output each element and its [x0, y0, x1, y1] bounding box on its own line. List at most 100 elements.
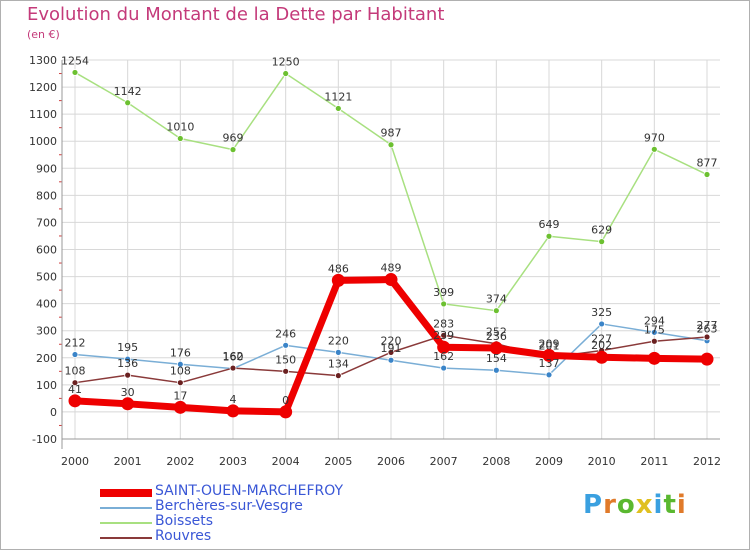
data-point [650, 337, 658, 345]
data-label: 489 [381, 262, 402, 275]
data-point [492, 307, 500, 315]
x-tick-label: 2010 [588, 455, 616, 468]
data-point [173, 400, 187, 414]
data-point [334, 348, 342, 356]
data-point [226, 404, 240, 418]
data-point [124, 99, 132, 107]
data-label: 162 [433, 350, 454, 363]
data-point [492, 366, 500, 374]
data-point [700, 352, 714, 366]
data-point [489, 341, 503, 355]
data-label: 191 [381, 342, 402, 355]
x-tick-label: 2012 [693, 455, 721, 468]
chart-title: Evolution du Montant de la Dette par Hab… [27, 4, 445, 25]
data-label: 629 [591, 224, 612, 237]
data-label: 1254 [61, 54, 89, 67]
data-point [440, 364, 448, 372]
data-label: 220 [328, 334, 349, 347]
data-label: 4 [230, 393, 237, 406]
data-label: 987 [381, 127, 402, 140]
x-tick-label: 2009 [535, 455, 563, 468]
data-point [124, 355, 132, 363]
legend-label: Berchères-sur-Vesgre [155, 498, 303, 514]
legend-swatch [100, 489, 152, 497]
x-tick-label: 2011 [640, 455, 668, 468]
data-point [176, 360, 184, 368]
data-label: 202 [591, 339, 612, 352]
data-label: 201 [539, 340, 560, 353]
y-tick-label: 400 [36, 298, 57, 311]
data-point [542, 348, 556, 362]
data-label: 246 [275, 327, 296, 340]
legend-label: SAINT-OUEN-MARCHEFROY [155, 483, 344, 499]
y-tick-label: 600 [36, 244, 57, 257]
data-point [229, 146, 237, 154]
data-label: 263 [697, 323, 718, 336]
data-point [279, 405, 293, 419]
logo-letter: x [635, 490, 654, 520]
y-tick-label: 1000 [29, 135, 57, 148]
data-label: 877 [697, 157, 718, 170]
y-tick-label: 200 [36, 352, 57, 365]
legend-label: Boissets [155, 513, 214, 529]
data-point [176, 379, 184, 387]
y-tick-label: 800 [36, 189, 57, 202]
y-tick-label: 1100 [29, 108, 57, 121]
y-tick-label: 0 [50, 406, 57, 419]
data-point [703, 333, 711, 341]
x-tick-label: 2006 [377, 455, 405, 468]
data-label: 108 [170, 365, 191, 378]
y-tick-label: 500 [36, 271, 57, 284]
x-tick-label: 2001 [114, 455, 142, 468]
logo-letter: i [676, 490, 687, 520]
data-label: 176 [170, 346, 191, 359]
logo-letter: o [616, 490, 636, 520]
data-label: 17 [173, 389, 187, 402]
data-label: 239 [433, 329, 454, 342]
x-tick-label: 2004 [272, 455, 300, 468]
data-label: 252 [486, 326, 507, 339]
data-point [282, 70, 290, 77]
data-point [384, 273, 398, 287]
data-label: 195 [117, 341, 138, 354]
data-point [650, 145, 658, 153]
data-label: 236 [486, 330, 507, 343]
y-tick-label: -100 [32, 433, 57, 446]
x-tick-label: 2003 [219, 455, 247, 468]
data-label: 220 [381, 334, 402, 347]
data-label: 209 [539, 337, 560, 350]
data-point [387, 141, 395, 149]
data-label: 283 [433, 317, 454, 330]
y-tick-label: 100 [36, 379, 57, 392]
x-tick-label: 2000 [61, 455, 89, 468]
data-point [282, 367, 290, 375]
data-label: 227 [591, 332, 612, 345]
x-tick-label: 2007 [430, 455, 458, 468]
data-point [124, 371, 132, 379]
y-tick-label: 1200 [29, 81, 57, 94]
data-label: 970 [644, 131, 665, 144]
chart-unit-label: (en €) [27, 28, 60, 41]
data-label: 374 [486, 293, 507, 306]
data-label: 137 [539, 357, 560, 370]
data-label: 150 [275, 353, 296, 366]
data-label: 134 [328, 358, 349, 371]
logo-letter: P [583, 490, 604, 520]
data-point [334, 372, 342, 380]
data-label: 175 [644, 323, 665, 336]
y-tick-label: 700 [36, 216, 57, 229]
data-point [647, 351, 661, 365]
data-label: 41 [68, 383, 82, 396]
x-tick-label: 2008 [482, 455, 510, 468]
x-tick-label: 2002 [166, 455, 194, 468]
data-point [440, 331, 448, 339]
data-point [71, 379, 79, 387]
data-point [650, 328, 658, 336]
data-label: 1250 [272, 56, 300, 69]
data-point [387, 356, 395, 364]
data-point [71, 351, 79, 358]
data-point [598, 320, 606, 328]
data-label: 1142 [114, 85, 142, 98]
data-label: 325 [591, 306, 612, 319]
